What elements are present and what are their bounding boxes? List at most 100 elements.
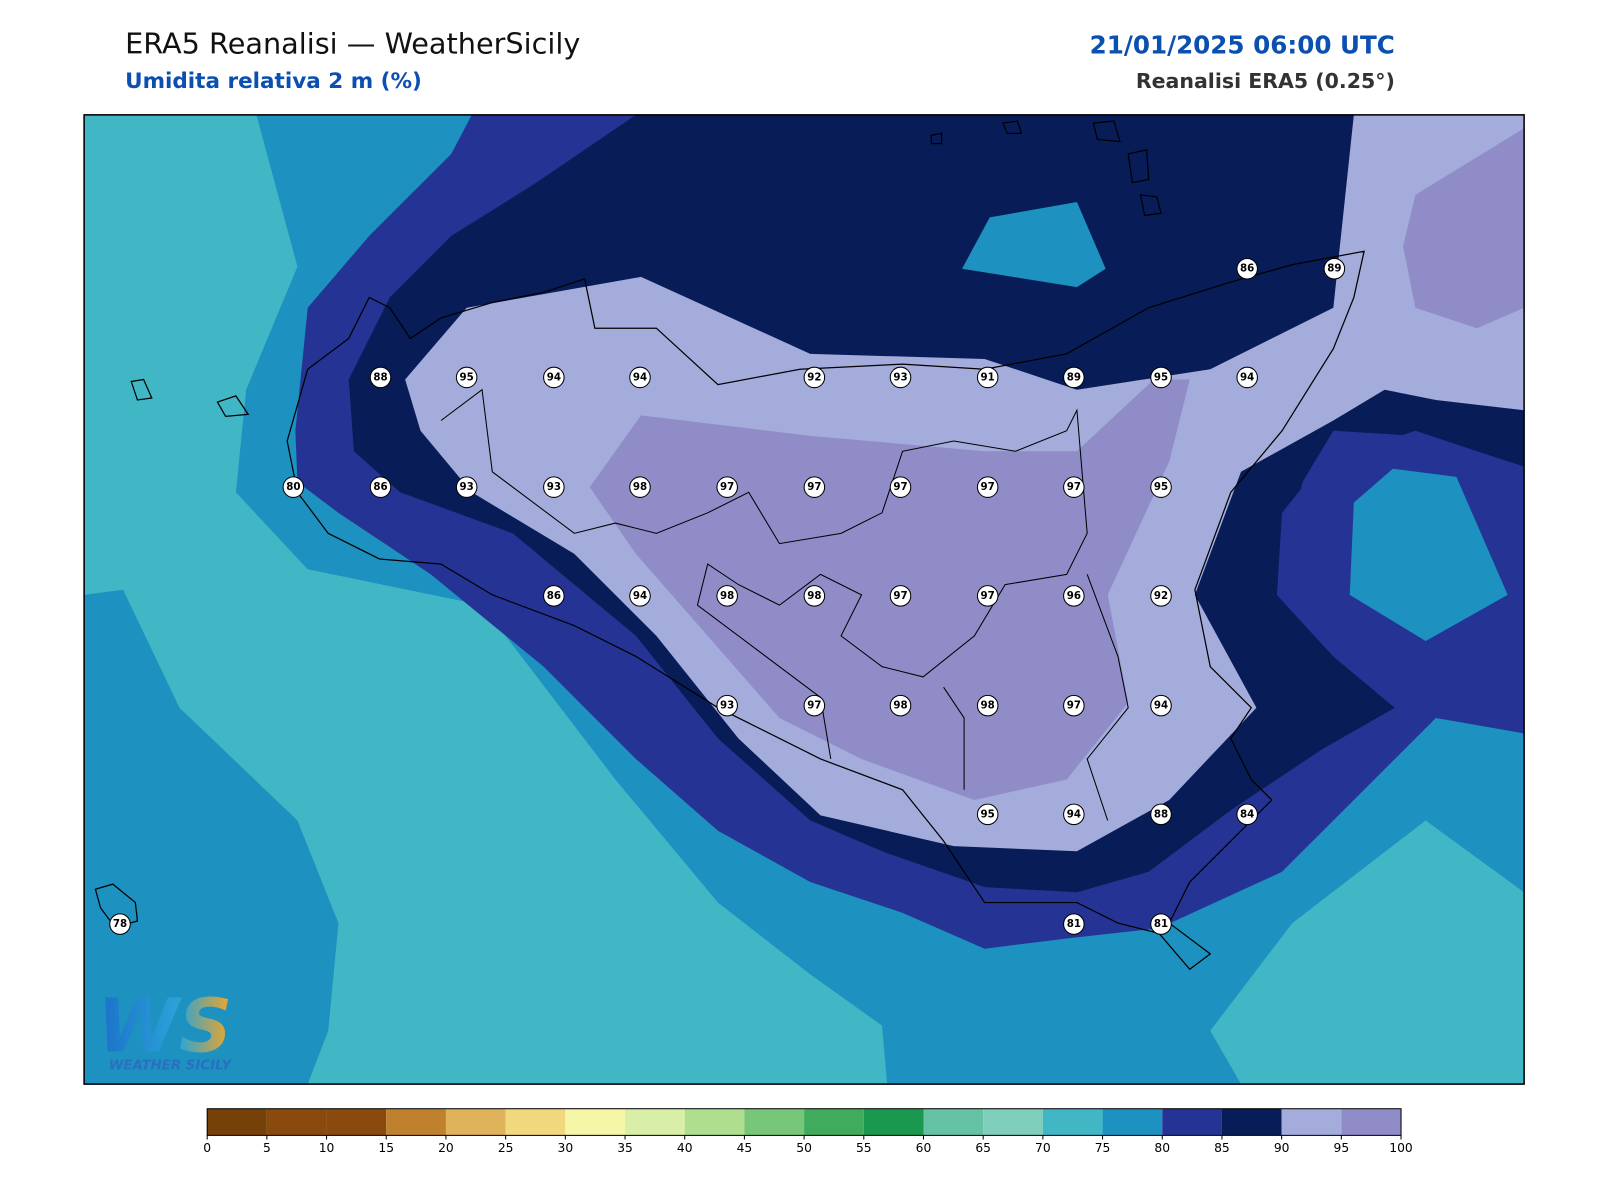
- colorbar-swatch: [625, 1108, 685, 1136]
- station-value: 95: [460, 371, 474, 383]
- station-marker: [889, 476, 912, 498]
- station-value: 94: [1240, 371, 1254, 383]
- colorbar-tick-label: 30: [558, 1141, 574, 1155]
- fill-75-80: [1349, 468, 1508, 642]
- fill-95-100: [589, 379, 1190, 800]
- fill-75-80: [962, 202, 1106, 288]
- colorbar-tick-label: 75: [1095, 1141, 1111, 1155]
- map: [84, 114, 1525, 1085]
- coastline: [286, 250, 1365, 971]
- colorbar-swatch: [1162, 1108, 1222, 1136]
- colorbar-tick-label: 15: [378, 1141, 394, 1155]
- station-marker: [369, 476, 392, 498]
- station-value: 93: [893, 371, 907, 383]
- station-value: 94: [1154, 700, 1168, 712]
- station-value: 98: [633, 481, 647, 493]
- station-value: 97: [893, 481, 907, 493]
- station-marker: [976, 585, 999, 607]
- station-value: 88: [1154, 808, 1168, 820]
- station-value: 95: [1154, 371, 1168, 383]
- station-marker: [1150, 803, 1172, 826]
- colorbar-tick-label: 45: [737, 1141, 753, 1155]
- station-marker: [976, 694, 999, 717]
- station-value: 95: [1154, 481, 1168, 493]
- colorbar-swatch: [1221, 1108, 1282, 1136]
- station-value: 98: [893, 700, 907, 712]
- colorbar-tick-label: 25: [498, 1141, 514, 1155]
- station-marker: [1063, 476, 1085, 498]
- colorbar-tick-label: 20: [438, 1141, 454, 1155]
- fill-75-80: [84, 589, 339, 1085]
- station-value: 94: [547, 371, 561, 383]
- colorbar-swatch: [804, 1108, 864, 1136]
- station-marker: [1150, 476, 1172, 498]
- logo: WS WEATHER SICILY: [97, 983, 232, 1073]
- station-value: 89: [1327, 263, 1341, 275]
- source: Reanalisi ERA5 (0.25°): [1136, 69, 1395, 93]
- colorbar-tick-label: 65: [975, 1141, 991, 1155]
- colorbar-tick-label: 80: [1154, 1141, 1170, 1155]
- station-value: 78: [113, 918, 127, 930]
- colorbar-tick-label: 90: [1274, 1141, 1290, 1155]
- station-marker: [109, 913, 131, 935]
- colorbar-tick-label: 5: [263, 1141, 271, 1155]
- station-value: 94: [633, 371, 647, 383]
- colorbar-tick-label: 40: [677, 1141, 693, 1155]
- station-marker: [1236, 257, 1258, 280]
- station-marker: [889, 585, 912, 607]
- colorbar-swatch: [684, 1108, 745, 1136]
- station-marker: [629, 366, 651, 389]
- colorbar: 0 5 10 15 20 25 30 35 40 45 50 55 60 65 70 75 80 85 90 95 10…: [203, 1108, 1413, 1155]
- colorbar-swatch: [1042, 1108, 1103, 1136]
- station-value: 88: [373, 371, 387, 383]
- colorbar-tick-label: 0: [203, 1141, 211, 1155]
- station-value: 86: [547, 590, 561, 602]
- subtitle: Umidita relativa 2 m (%): [125, 69, 422, 94]
- station-marker: [543, 585, 565, 607]
- station-value: 97: [1067, 481, 1081, 493]
- station-marker: [1150, 913, 1172, 935]
- station-marker: [803, 585, 826, 607]
- station-marker: [1063, 803, 1085, 826]
- title: ERA5 Reanalisi — WeatherSicily: [125, 26, 580, 60]
- station-marker: [1236, 366, 1258, 389]
- station-value: 97: [720, 481, 734, 493]
- station-marker: [1323, 257, 1346, 280]
- station-value: 93: [720, 700, 734, 712]
- station-marker: [1063, 366, 1085, 389]
- station-marker: [629, 585, 651, 607]
- station-marker: [803, 476, 826, 498]
- station-marker: [803, 694, 826, 717]
- station-value: 89: [1067, 371, 1081, 383]
- station-value: 86: [1240, 263, 1254, 275]
- colorbar-swatch: [505, 1108, 566, 1136]
- colorbar-swatch: [744, 1108, 805, 1136]
- station-value: 81: [1067, 918, 1081, 930]
- station-value: 98: [981, 700, 995, 712]
- station-marker: [1063, 694, 1085, 717]
- station-marker: [889, 366, 912, 389]
- map-frame: [83, 114, 1525, 1085]
- station-value: 92: [807, 371, 821, 383]
- islands: [94, 120, 1162, 928]
- colorbar-tick-label: 55: [856, 1141, 872, 1155]
- station-marker: [803, 366, 826, 389]
- colorbar-swatch: [1341, 1108, 1402, 1136]
- station-marker: [716, 585, 738, 607]
- station-value: 97: [893, 590, 907, 602]
- station-marker: [1063, 913, 1085, 935]
- station-marker: [455, 366, 478, 389]
- station-value: 86: [373, 481, 387, 493]
- datetime: 21/01/2025 06:00 UTC: [1090, 30, 1395, 59]
- station-marker: [889, 694, 912, 717]
- station-value: 97: [981, 481, 995, 493]
- colorbar-swatch: [863, 1108, 924, 1136]
- station-value: 98: [807, 590, 821, 602]
- station-marker: [629, 476, 651, 498]
- logo-text: WEATHER SICILY: [109, 1059, 233, 1074]
- fill-95-100: [1403, 128, 1525, 329]
- logo-mark: WS: [97, 983, 232, 1069]
- colorbar-tick-label: 85: [1214, 1141, 1230, 1155]
- station-value: 94: [633, 590, 647, 602]
- colorbar-swatch: [207, 1108, 267, 1136]
